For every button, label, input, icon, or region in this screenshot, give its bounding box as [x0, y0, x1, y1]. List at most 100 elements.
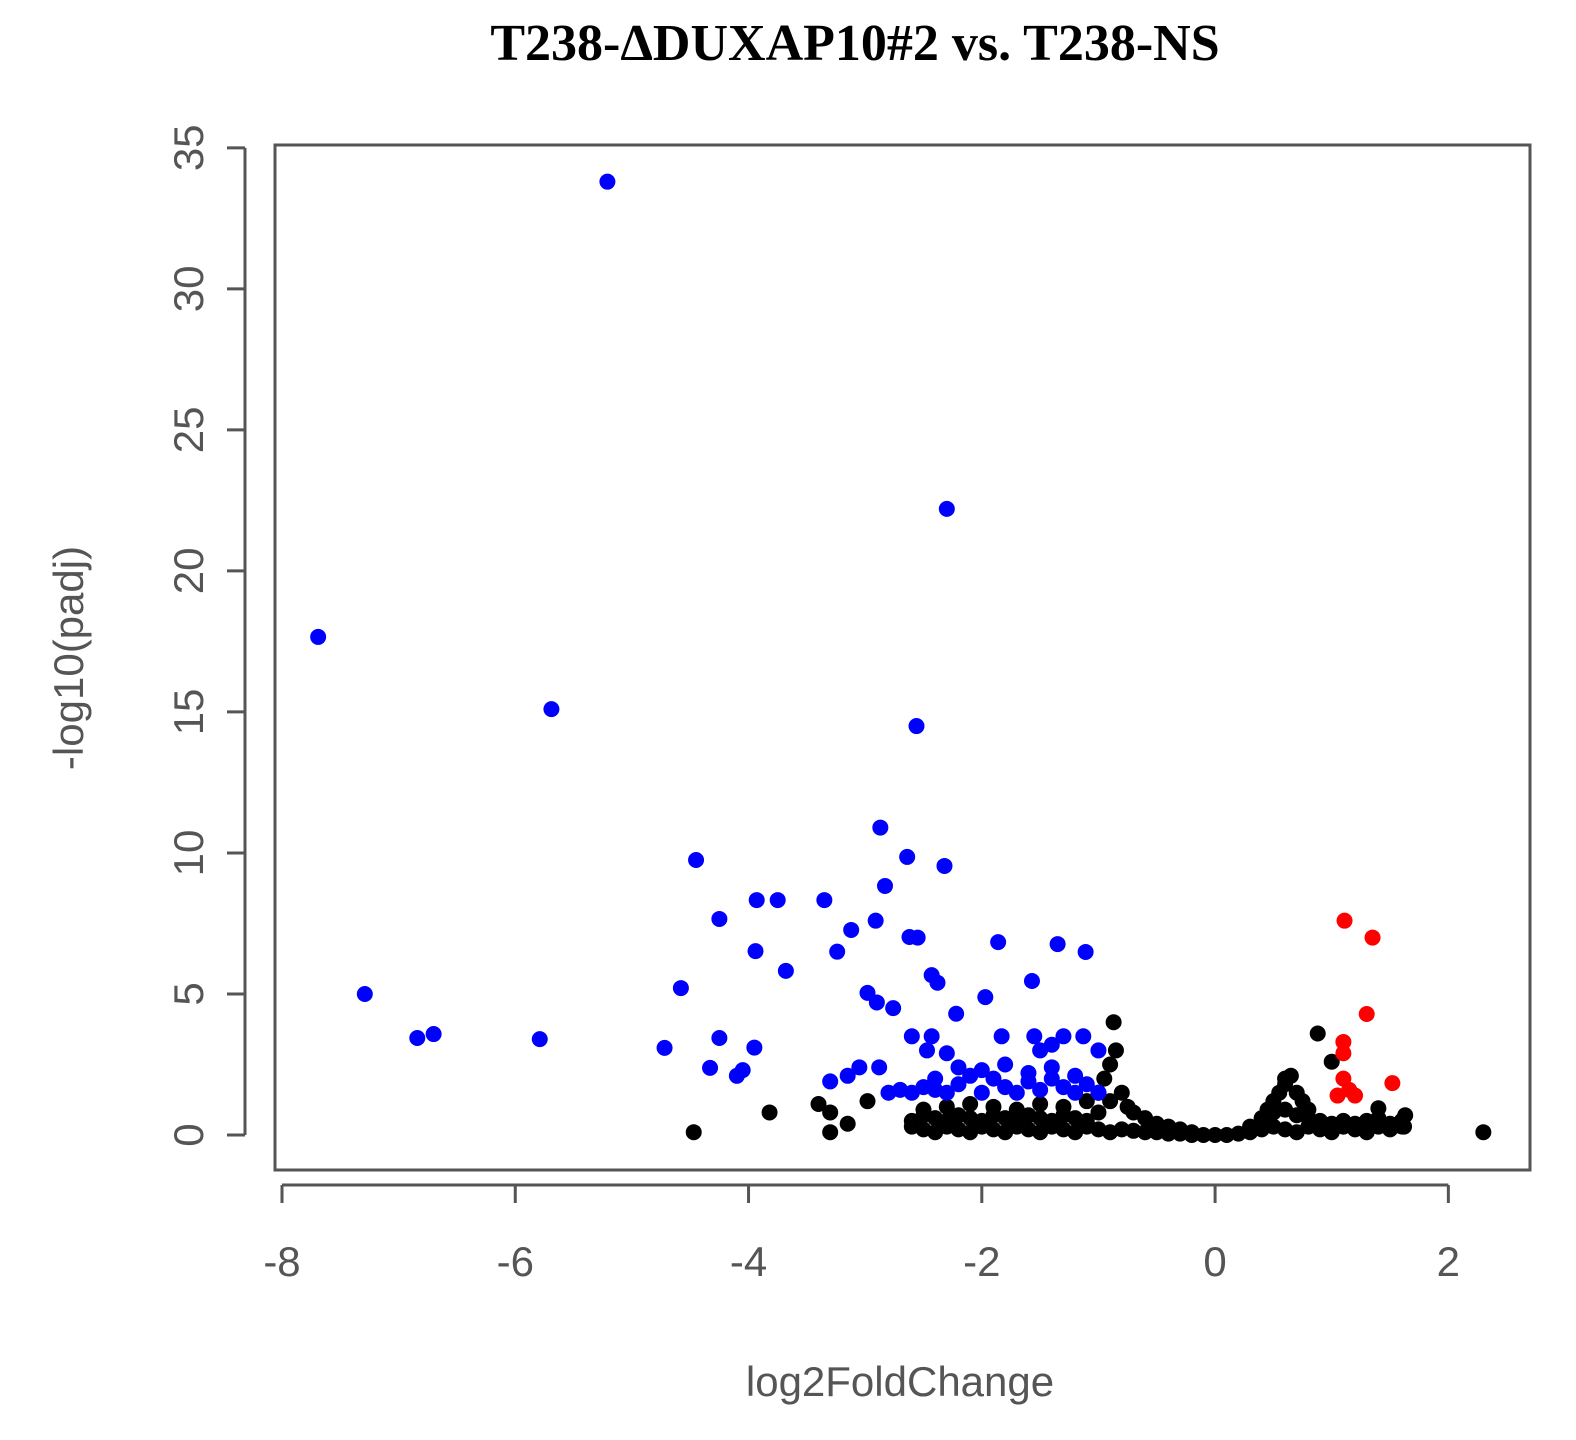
- point: [1125, 1122, 1142, 1139]
- point: [1218, 1127, 1235, 1144]
- y-tick-label: 20: [165, 548, 212, 595]
- y-tick-label: 30: [165, 265, 212, 312]
- point: [711, 1029, 728, 1046]
- point: [599, 173, 616, 190]
- point: [899, 848, 916, 865]
- point: [1075, 1028, 1092, 1045]
- point: [531, 1031, 548, 1048]
- point: [1043, 1070, 1060, 1087]
- point: [977, 989, 994, 1006]
- point: [1364, 929, 1381, 946]
- point: [993, 1028, 1010, 1045]
- point: [1475, 1124, 1492, 1141]
- point: [962, 1095, 979, 1112]
- point: [1370, 1100, 1387, 1117]
- point: [938, 1084, 955, 1101]
- point: [973, 1062, 990, 1079]
- point: [761, 1104, 778, 1121]
- point: [1230, 1125, 1247, 1142]
- point: [810, 1095, 827, 1112]
- point: [918, 1042, 935, 1059]
- chart-title: T238-ΔDUXAP10#2 vs. T238-NS: [490, 15, 1219, 72]
- point: [1329, 1087, 1346, 1104]
- point: [1113, 1121, 1130, 1138]
- point: [973, 1084, 990, 1101]
- point: [1032, 1081, 1049, 1098]
- point: [310, 628, 327, 645]
- point: [1396, 1118, 1413, 1135]
- y-tick-label: 25: [165, 407, 212, 454]
- point: [1067, 1067, 1084, 1084]
- point: [1043, 1036, 1060, 1053]
- x-tick-label: 2: [1437, 1238, 1460, 1285]
- point: [839, 1067, 856, 1084]
- point: [843, 921, 860, 938]
- point: [672, 980, 689, 997]
- point: [1055, 1028, 1072, 1045]
- point: [409, 1029, 426, 1046]
- point: [1067, 1084, 1084, 1101]
- y-tick-label: 10: [165, 830, 212, 877]
- point: [1008, 1084, 1025, 1101]
- point: [1242, 1118, 1259, 1135]
- point: [1026, 1028, 1043, 1045]
- point: [1358, 1006, 1375, 1023]
- point: [1335, 1033, 1352, 1050]
- point: [1032, 1095, 1049, 1112]
- point: [908, 718, 925, 735]
- point: [915, 1101, 932, 1118]
- point: [950, 1059, 967, 1076]
- point: [851, 1059, 868, 1076]
- point: [728, 1067, 745, 1084]
- point: [1049, 936, 1066, 953]
- point: [872, 819, 889, 836]
- point: [923, 1028, 940, 1045]
- y-tick-label: 15: [165, 689, 212, 736]
- point: [356, 985, 373, 1002]
- point: [1277, 1070, 1294, 1087]
- point: [1107, 1042, 1124, 1059]
- point: [938, 1045, 955, 1062]
- point: [903, 1028, 920, 1045]
- point: [985, 1070, 1002, 1087]
- x-tick-label: -8: [263, 1238, 300, 1285]
- point: [938, 1098, 955, 1115]
- point: [1300, 1101, 1317, 1118]
- point: [1078, 1112, 1095, 1129]
- point: [748, 892, 765, 909]
- point: [877, 877, 894, 894]
- point: [985, 1098, 1002, 1115]
- point: [1102, 1056, 1119, 1073]
- point: [997, 1056, 1014, 1073]
- point: [1323, 1053, 1340, 1070]
- point: [885, 1000, 902, 1017]
- point: [1008, 1101, 1025, 1118]
- point: [839, 1115, 856, 1132]
- point: [816, 892, 833, 909]
- point: [769, 892, 786, 909]
- x-tick-label: 0: [1203, 1238, 1226, 1285]
- point: [868, 994, 885, 1011]
- point: [909, 929, 926, 946]
- point: [822, 1104, 839, 1121]
- point: [867, 912, 884, 929]
- x-tick-label: -6: [497, 1238, 534, 1285]
- point: [829, 943, 846, 960]
- point: [927, 1070, 944, 1087]
- point: [1023, 973, 1040, 990]
- point: [656, 1039, 673, 1056]
- point: [1043, 1059, 1060, 1076]
- point: [688, 852, 705, 869]
- point: [1078, 1076, 1095, 1093]
- point: [1077, 943, 1094, 960]
- point: [1090, 1042, 1107, 1059]
- point: [929, 974, 946, 991]
- point: [1207, 1127, 1224, 1144]
- point: [871, 1059, 888, 1076]
- point: [938, 500, 955, 517]
- point: [948, 1005, 965, 1022]
- y-axis-label: -log10(padj): [45, 546, 92, 770]
- point: [1347, 1087, 1364, 1104]
